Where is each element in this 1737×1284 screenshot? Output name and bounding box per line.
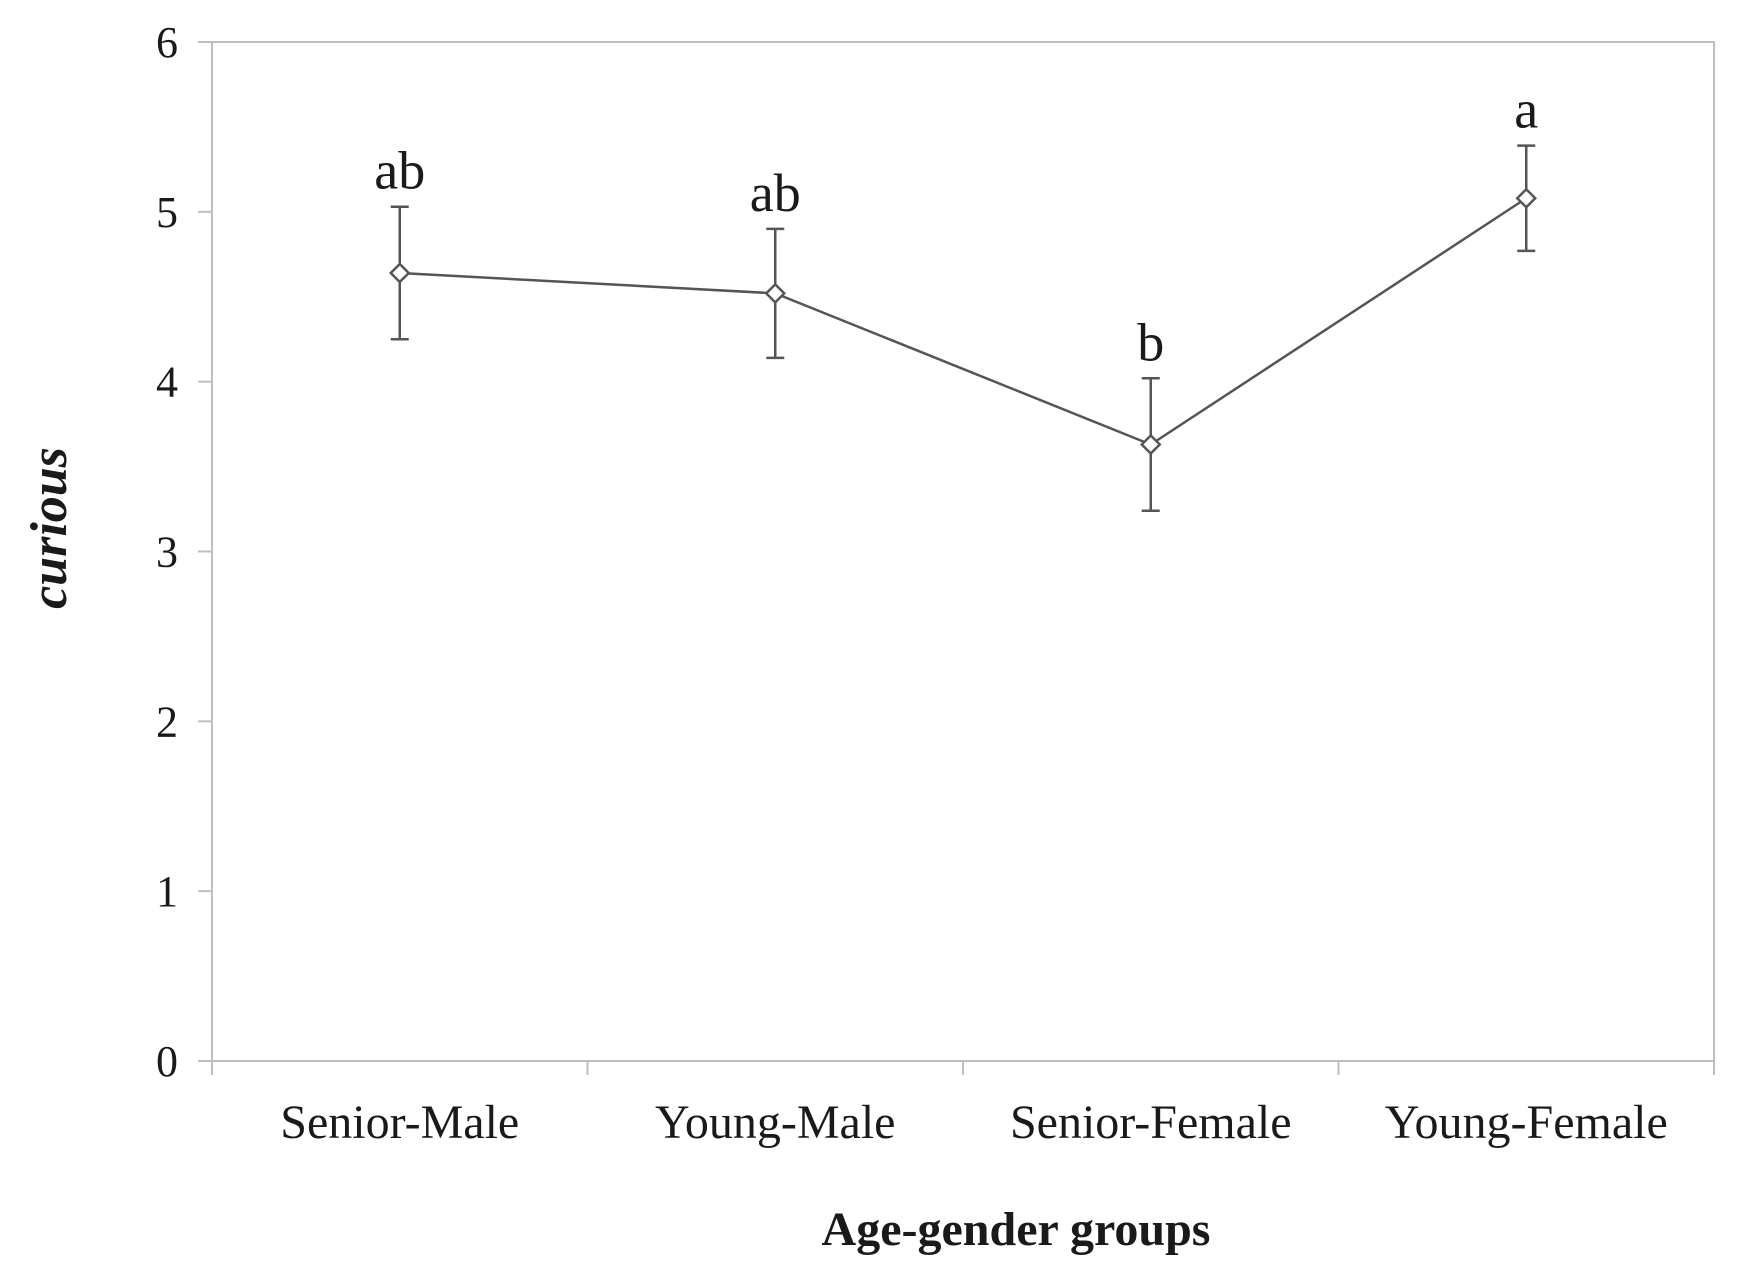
y-tick-label: 2 xyxy=(156,697,178,746)
series-layer: ab ab b a xyxy=(374,80,1538,512)
series-line xyxy=(399,197,1527,446)
x-tick-label: Young-Male xyxy=(655,1096,895,1149)
y-tick-label: 6 xyxy=(156,18,178,67)
data-point xyxy=(1515,187,1538,210)
y-tick-label: 0 xyxy=(156,1037,178,1086)
data-point xyxy=(388,262,411,284)
y-tick-label: 4 xyxy=(156,358,178,407)
y-tick-label: 3 xyxy=(156,528,178,577)
y-tick-label: 1 xyxy=(156,867,178,916)
y-tick-label: 5 xyxy=(156,188,178,237)
y-axis-title: curious xyxy=(21,447,78,609)
significance-label: ab xyxy=(374,141,425,201)
x-tick-label: Senior-Female xyxy=(1010,1096,1292,1149)
data-point xyxy=(1139,433,1162,456)
significance-label: b xyxy=(1137,312,1164,372)
x-axis: Senior-Male Young-Male Senior-Female Young-… xyxy=(211,1061,1715,1149)
x-axis-title: Age-gender groups xyxy=(822,1203,1211,1256)
x-tick-label: Senior-Male xyxy=(280,1096,519,1149)
y-axis: 0 1 2 3 4 5 6 xyxy=(156,18,212,1086)
significance-label: a xyxy=(1514,80,1538,140)
x-tick-label: Young-Female xyxy=(1385,1096,1668,1149)
data-point xyxy=(764,282,787,305)
significance-label: ab xyxy=(750,163,801,223)
